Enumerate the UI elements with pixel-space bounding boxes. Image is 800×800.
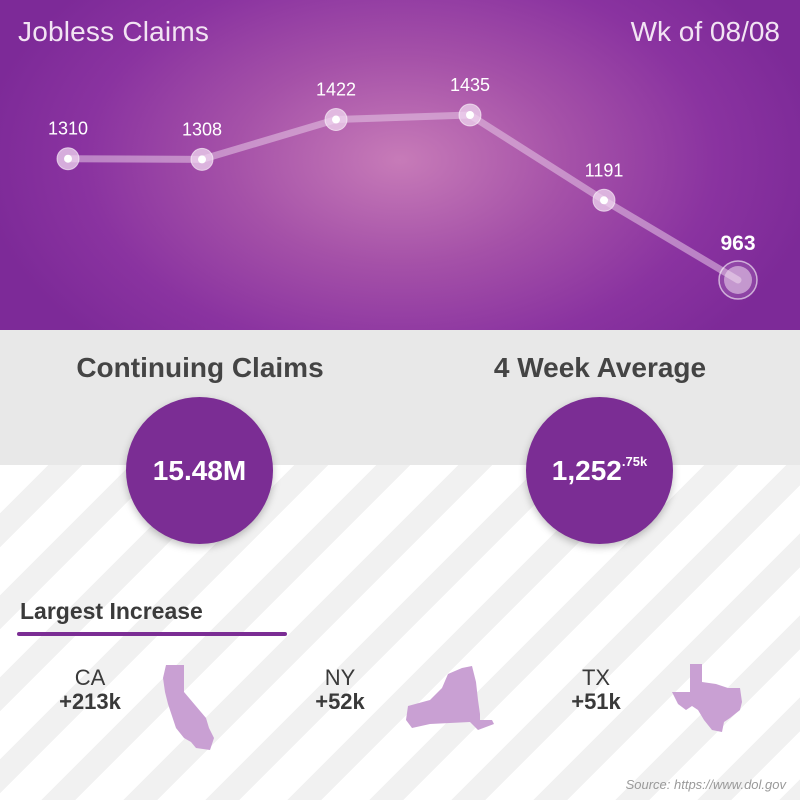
four-week-average-value: 1,252.75k bbox=[552, 454, 647, 487]
continuing-claims-value: 15.48M bbox=[152, 454, 247, 486]
four-week-average-sup: .75k bbox=[621, 454, 648, 469]
state-code-ny: NY bbox=[324, 665, 356, 690]
continuing-claims-badge: 15.48M bbox=[126, 397, 273, 544]
new-york-shape-icon bbox=[406, 666, 494, 730]
largest-increase-title: Largest Increase bbox=[20, 598, 203, 624]
continuing-claims-title: Continuing Claims bbox=[76, 352, 324, 383]
largest-increase-underline bbox=[17, 632, 287, 636]
state-label-ny: NY +52k bbox=[300, 666, 380, 714]
state-amount-ca: +213k bbox=[59, 689, 121, 714]
data-label: 1435 bbox=[450, 75, 490, 95]
stats-band bbox=[0, 330, 800, 465]
state-code-ca: CA bbox=[74, 665, 106, 690]
state-amount-ny: +52k bbox=[315, 689, 365, 714]
series-line bbox=[64, 111, 742, 284]
chart-header-panel: 1310 1308 1422 1435 1191 963 Jobless Claims W… bbox=[0, 0, 800, 330]
data-label: 963 bbox=[720, 232, 755, 255]
state-label-tx: TX +51k bbox=[556, 666, 636, 714]
data-label: 1422 bbox=[316, 80, 356, 100]
texas-shape-icon bbox=[672, 664, 742, 732]
state-label-ca: CA +213k bbox=[50, 666, 130, 714]
data-label: 1191 bbox=[585, 160, 624, 180]
california-shape-icon bbox=[163, 665, 214, 750]
data-point-center bbox=[600, 196, 608, 205]
jobless-claims-line-chart: 1310 1308 1422 1435 1191 963 bbox=[48, 75, 758, 300]
week-label: Wk of 08/08 bbox=[630, 16, 780, 47]
state-code-tx: TX bbox=[581, 665, 611, 690]
data-point bbox=[724, 266, 752, 294]
data-label: 1310 bbox=[48, 119, 88, 139]
data-point-center bbox=[332, 115, 340, 124]
data-point-center bbox=[466, 111, 474, 119]
four-week-average-title: 4 Week Average bbox=[493, 352, 707, 383]
source-note: Source: https://www.dol.gov bbox=[625, 777, 786, 792]
data-label: 1308 bbox=[182, 119, 222, 139]
four-week-average-main: 1,252 bbox=[551, 455, 622, 486]
data-point-center bbox=[64, 154, 72, 163]
data-point-center bbox=[198, 155, 206, 164]
four-week-average-badge: 1,252.75k bbox=[526, 397, 673, 544]
chart-title: Jobless Claims bbox=[18, 16, 210, 47]
state-amount-tx: +51k bbox=[571, 689, 621, 714]
